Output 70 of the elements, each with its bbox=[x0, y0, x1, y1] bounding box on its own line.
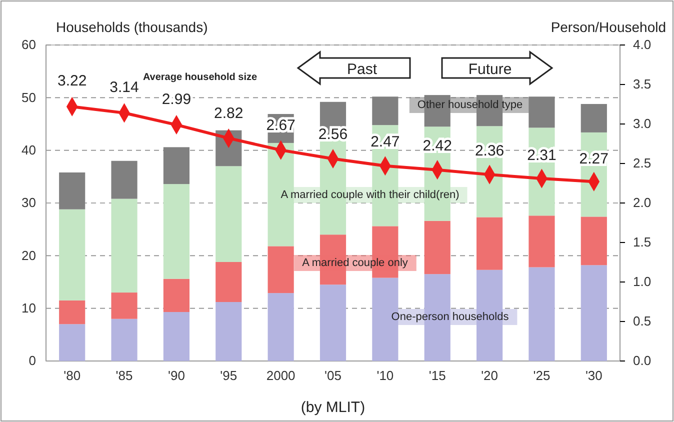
x-tick-label: '05 bbox=[324, 368, 342, 384]
y2-tick-label: 3.5 bbox=[633, 76, 652, 92]
x-tick-label: '80 bbox=[64, 368, 81, 384]
data-label: 2.27 bbox=[579, 150, 609, 168]
bar bbox=[268, 246, 294, 294]
y2-tick-label: 0.5 bbox=[633, 314, 652, 329]
bar bbox=[111, 160, 138, 199]
bar bbox=[424, 220, 450, 274]
bar bbox=[111, 292, 138, 319]
series-label: A married couple with their child(ren) bbox=[280, 189, 460, 201]
bar bbox=[163, 312, 190, 361]
data-label: 2.82 bbox=[214, 104, 244, 122]
bar bbox=[216, 166, 242, 262]
text: (by MLIT) bbox=[300, 399, 366, 416]
y-axis-title: Households (thousands) bbox=[56, 19, 208, 35]
y2-tick-label: 2.5 bbox=[633, 156, 652, 171]
data-label: 2.56 bbox=[318, 126, 348, 143]
bar bbox=[59, 324, 86, 361]
bar bbox=[580, 216, 607, 266]
y-tick-label: 60 bbox=[22, 37, 36, 52]
y-tick-label: 30 bbox=[22, 195, 36, 210]
y2-tick-label: 1.0 bbox=[633, 274, 652, 290]
bar bbox=[580, 104, 607, 132]
x-tick-label: '20 bbox=[481, 368, 498, 384]
y-tick-label: 40 bbox=[22, 142, 36, 158]
data-label: 3.14 bbox=[110, 78, 139, 96]
bar bbox=[163, 184, 190, 279]
y-tick-label: 10 bbox=[22, 300, 36, 316]
y2-tick-label: 3.0 bbox=[633, 116, 652, 132]
x-tick-label: '10 bbox=[376, 368, 394, 384]
bar bbox=[111, 198, 138, 293]
bar bbox=[580, 265, 607, 361]
y-tick-label: 0 bbox=[28, 353, 36, 368]
bar bbox=[320, 284, 346, 361]
annotation: Past bbox=[346, 61, 378, 78]
x-tick-label: '30 bbox=[585, 368, 602, 384]
x-tick-label: '15 bbox=[428, 368, 446, 384]
y-tick-label: 50 bbox=[22, 90, 36, 105]
y2-tick-label: 0.0 bbox=[633, 353, 652, 368]
y2-tick-label: 2.0 bbox=[633, 195, 652, 210]
x-tick-label: 2000 bbox=[266, 368, 296, 384]
text: Average household size bbox=[142, 72, 258, 83]
data-label: 2.31 bbox=[527, 146, 556, 164]
x-tick-label: '90 bbox=[168, 368, 185, 384]
y-tick-label: 20 bbox=[22, 248, 36, 263]
bar bbox=[59, 209, 86, 300]
x-tick-label: '95 bbox=[220, 368, 238, 384]
y2-tick-label: 1.5 bbox=[633, 234, 652, 250]
data-label: 3.22 bbox=[57, 72, 87, 90]
bar bbox=[476, 217, 503, 270]
data-label: 2.36 bbox=[474, 142, 504, 160]
series-label: One-person households bbox=[391, 311, 510, 323]
bar bbox=[268, 293, 294, 361]
bar bbox=[163, 278, 190, 312]
x-tick-label: '25 bbox=[533, 368, 550, 384]
data-label: 2.99 bbox=[162, 91, 192, 108]
bar bbox=[528, 216, 555, 268]
bar bbox=[528, 267, 555, 361]
series-label: Other household type bbox=[417, 99, 523, 111]
bar bbox=[111, 318, 138, 361]
data-label: 2.47 bbox=[370, 133, 400, 150]
x-tick-label: '85 bbox=[116, 368, 133, 384]
y2-tick-label: 4.0 bbox=[633, 37, 652, 52]
data-label: 2.42 bbox=[422, 138, 452, 155]
bar bbox=[216, 302, 242, 361]
y2-axis-title: Person/Household bbox=[550, 19, 666, 35]
bar bbox=[216, 262, 242, 302]
series-label: A married couple only bbox=[302, 257, 408, 269]
annotation: Future bbox=[468, 61, 512, 78]
bar bbox=[59, 300, 86, 324]
